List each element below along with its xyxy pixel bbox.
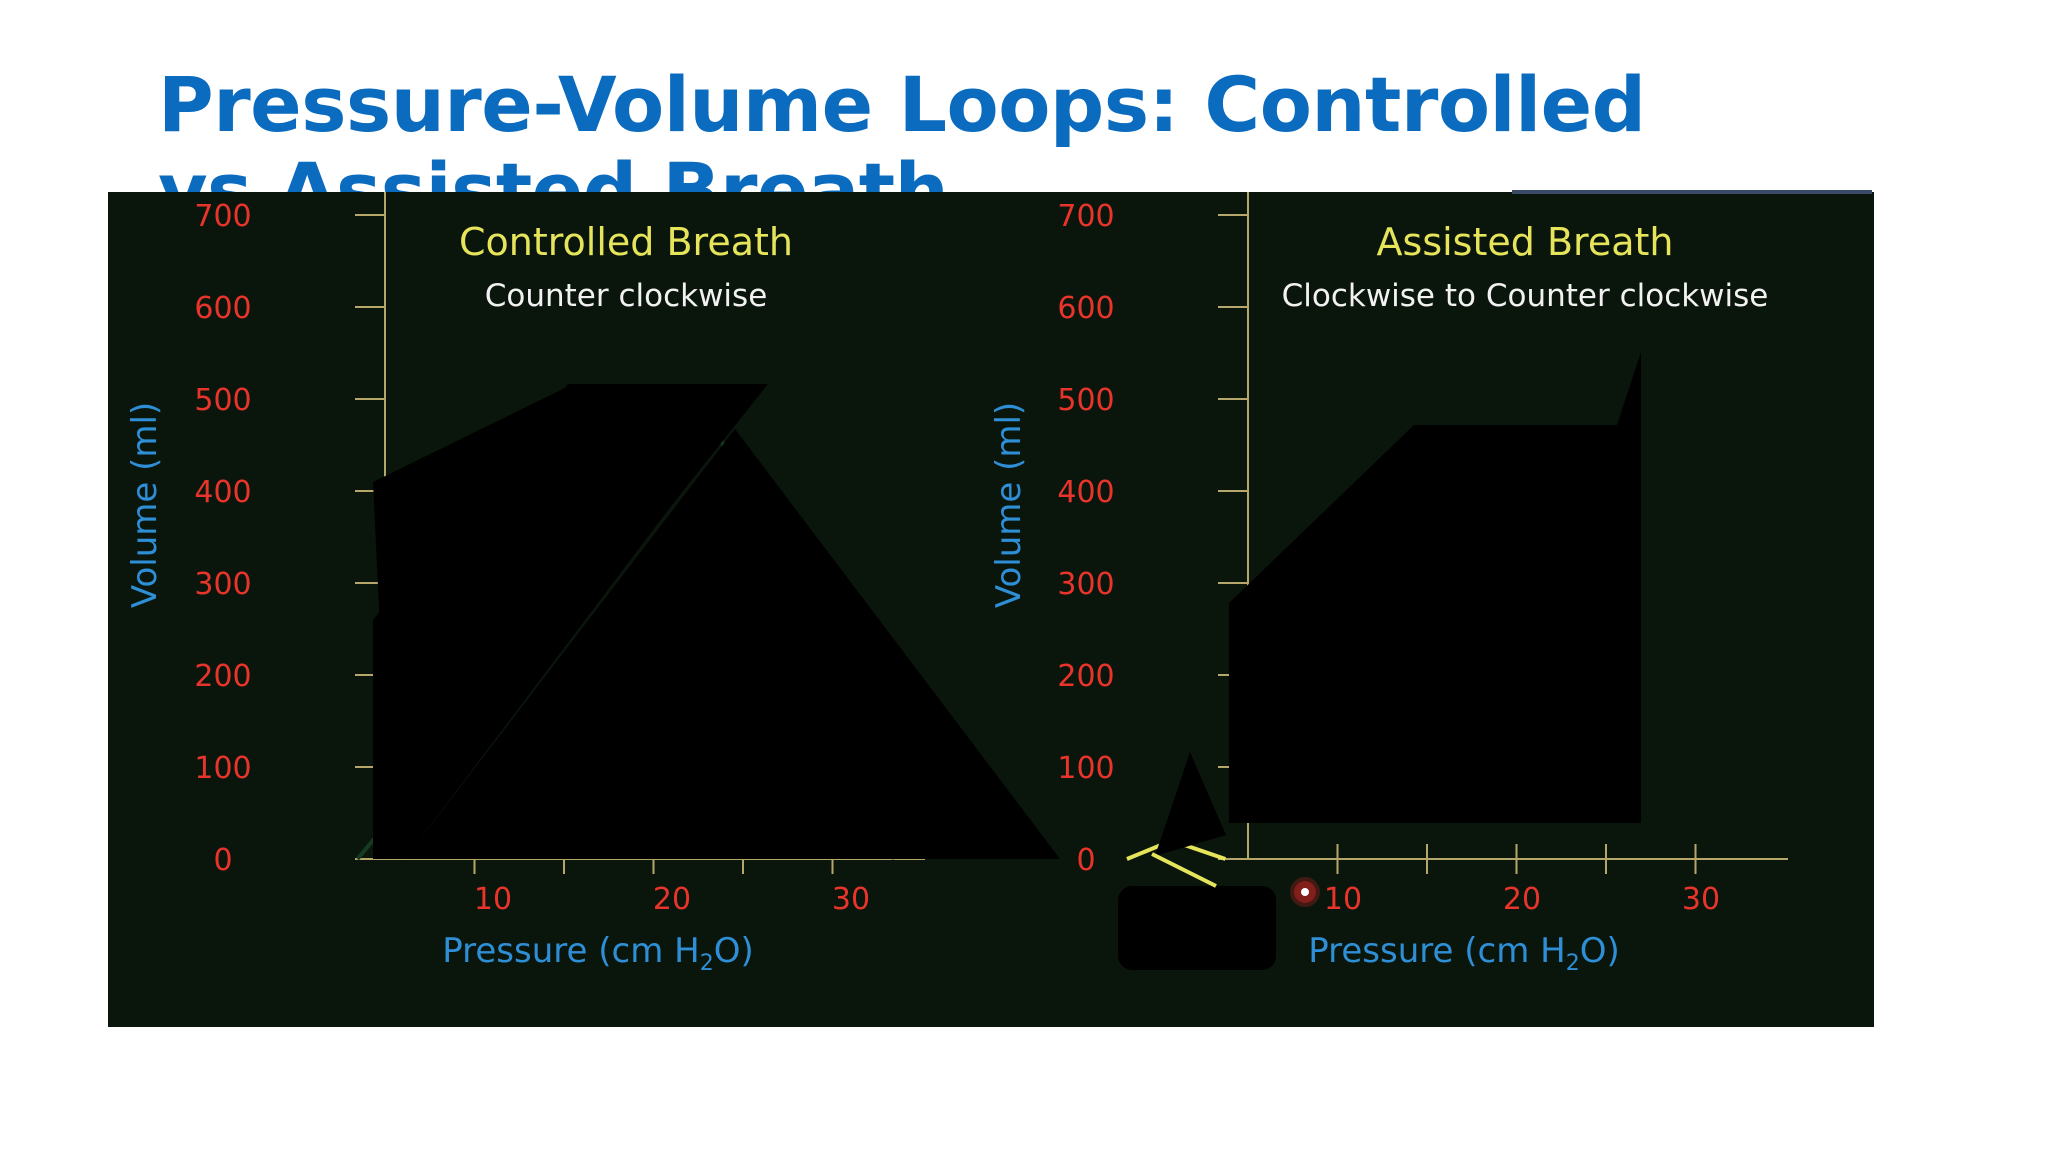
y-tick-label: 600 [1057,291,1114,326]
y-tick-label: 200 [1057,659,1114,694]
y-tick-label: 100 [1057,751,1114,786]
y-axis-label: Volume (ml) [125,402,165,608]
slide-title: Pressure-Volume Loops: Controlled vs Ass… [158,62,1646,192]
y-tick-label: 400 [194,475,251,510]
x-axis-label: Pressure (cm H2O) [1308,931,1619,976]
chart-subtitle: Clockwise to Counter clockwise [1282,278,1769,314]
chart-title: Controlled Breath [459,220,793,264]
assisted-trace-segment [1151,852,1217,888]
y-tick-label: 300 [194,567,251,602]
video-frame[interactable]: 0 100 200 300 400 500 600 700 10 20 30 Controlled B… [108,192,1874,1027]
x-tick-label: 30 [1682,882,1720,917]
chart-subtitle: Counter clockwise [485,278,768,314]
x-axis-label: Pressure (cm H2O) [442,931,753,976]
redaction-shape-right-box [1118,886,1276,970]
selection-strip [1512,190,1872,194]
y-tick-label: 400 [1057,475,1114,510]
y-tick-label: 600 [194,291,251,326]
redaction-shape-right-spike [1155,752,1226,856]
y-axis-label: Volume (ml) [989,402,1029,608]
redaction-shape-right-block [1229,352,1641,823]
y-tick-label: 0 [213,843,232,878]
chart-title: Assisted Breath [1377,220,1674,264]
y-tick-label: 0 [1076,843,1095,878]
y-tick-label: 300 [1057,567,1114,602]
x-tick-label: 20 [653,882,691,917]
x-tick-label: 20 [1503,882,1541,917]
y-tick-label: 500 [1057,383,1114,418]
redaction-shape-left-triangle [405,429,1060,859]
x-tick-label: 10 [474,882,512,917]
y-tick-label: 100 [194,751,251,786]
y-tick-label: 700 [1057,199,1114,234]
x-tick-label: 30 [832,882,870,917]
x-tick-label: 10 [1324,882,1362,917]
cursor-pointer-icon [1294,881,1316,903]
y-tick-label: 200 [194,659,251,694]
redaction-shape-left-band [373,384,768,859]
y-tick-label: 500 [194,383,251,418]
y-tick-label: 700 [194,199,251,234]
